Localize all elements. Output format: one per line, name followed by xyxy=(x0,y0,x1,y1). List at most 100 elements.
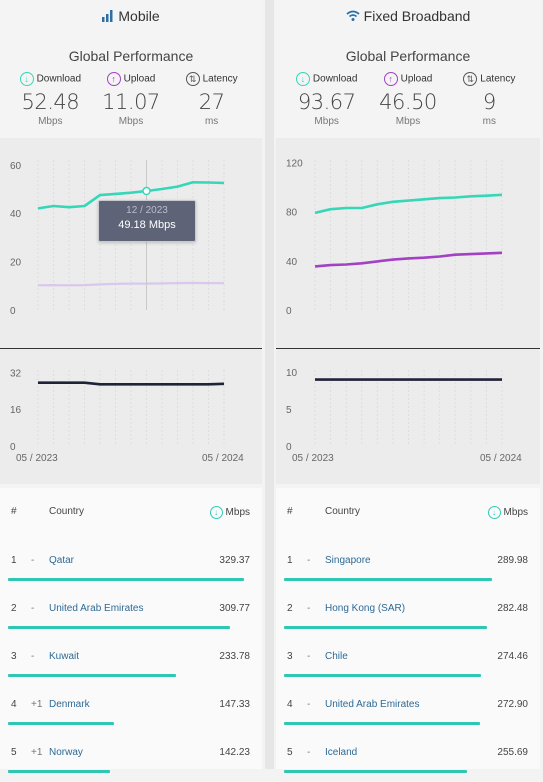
row-country-link[interactable]: Kuwait xyxy=(49,651,80,662)
y-tick-label: 5 xyxy=(286,405,292,416)
latency-value: 9 xyxy=(482,90,496,114)
broadband-latency-metric[interactable]: ⇅ Latency 9 ms xyxy=(449,72,529,134)
speed-header-label: Mbps xyxy=(503,507,528,519)
table-row[interactable]: 1 - Qatar 329.37 xyxy=(0,542,262,590)
broadband-speed-chart[interactable]: 0 40 80 120 xyxy=(276,138,540,348)
series-line-latency[interactable] xyxy=(38,381,225,386)
table-row[interactable]: 1 - Singapore 289.98 xyxy=(276,542,540,590)
row-rank: 4 xyxy=(287,699,293,710)
row-speed: 142.23 xyxy=(219,747,250,758)
series-line-upload[interactable] xyxy=(314,251,503,268)
download-arrow-icon: ↓ xyxy=(209,506,223,519)
x-end-label: 05 / 2024 xyxy=(480,453,522,464)
upload-label: Upload xyxy=(400,73,433,85)
row-speed: 255.69 xyxy=(497,747,528,758)
x-start-label: 05 / 2023 xyxy=(292,453,334,464)
download-unit: Mbps xyxy=(38,116,63,127)
table-row[interactable]: 2 - United Arab Emirates 309.77 xyxy=(0,590,262,638)
row-rank: 2 xyxy=(11,603,17,614)
row-country-link[interactable]: Singapore xyxy=(325,555,371,566)
upload-value: 46.50 xyxy=(379,90,437,114)
x-end-label: 05 / 2024 xyxy=(202,453,244,464)
row-speed: 147.33 xyxy=(219,699,250,710)
row-rank-change: - xyxy=(31,603,35,614)
row-speed: 274.46 xyxy=(497,651,528,662)
mobile-metrics: ↓ Download 52.48 Mbps ↑ Upload 11.07 Mbps … xyxy=(10,72,252,134)
wifi-icon xyxy=(346,9,360,25)
hover-point[interactable] xyxy=(142,186,151,196)
table-row[interactable]: 5 +1 Norway 142.23 xyxy=(0,734,262,782)
row-country-link[interactable]: Denmark xyxy=(49,699,90,710)
mobile-download-metric[interactable]: ↓ Download 52.48 Mbps xyxy=(10,72,90,134)
row-speed-bar xyxy=(284,578,492,581)
latency-value: 27 xyxy=(198,90,225,114)
broadband-latency-chart[interactable]: 0 5 10 05 / 2023 05 / 2024 xyxy=(276,348,540,484)
row-rank: 4 xyxy=(11,699,17,710)
speed-header[interactable]: ↓ Mbps xyxy=(209,506,250,519)
broadband-download-metric[interactable]: ↓ Download 93.67 Mbps xyxy=(287,72,367,134)
upload-label: Upload xyxy=(123,73,156,85)
row-speed-bar xyxy=(8,722,114,725)
mobile-subtitle: Global Performance xyxy=(68,48,194,64)
row-speed-bar xyxy=(8,578,244,581)
y-tick-label: 120 xyxy=(286,158,303,169)
row-country-link[interactable]: Hong Kong (SAR) xyxy=(325,603,406,614)
y-tick-label: 60 xyxy=(10,161,22,172)
row-rank-change: - xyxy=(307,603,311,614)
row-rank-change: - xyxy=(31,555,35,566)
tooltip-value: 49.18 Mbps xyxy=(118,219,176,231)
row-country-link[interactable]: Norway xyxy=(49,747,83,758)
download-arrow-icon: ↓ xyxy=(487,506,501,519)
series-line-download[interactable] xyxy=(314,193,503,215)
row-country-link[interactable]: Qatar xyxy=(49,555,75,566)
rank-header: # xyxy=(11,506,17,517)
y-tick-label: 0 xyxy=(286,306,292,317)
row-speed: 289.98 xyxy=(497,555,528,566)
broadband-ranking-table: # Country ↓ Mbps 1 - Singapore 289.98 2 - Hong … xyxy=(276,488,540,773)
y-tick-label: 32 xyxy=(10,368,22,379)
row-country-link[interactable]: Iceland xyxy=(325,747,358,758)
mobile-latency-metric[interactable]: ⇅ Latency 27 ms xyxy=(172,72,252,134)
row-speed-bar xyxy=(8,770,110,773)
y-tick-label: 0 xyxy=(286,442,292,453)
row-rank-change: - xyxy=(31,651,35,662)
table-row[interactable]: 2 - Hong Kong (SAR) 282.48 xyxy=(276,590,540,638)
latency-label: Latency xyxy=(480,73,516,85)
row-country-link[interactable]: United Arab Emirates xyxy=(325,699,420,710)
row-speed-bar xyxy=(8,674,176,677)
table-row[interactable]: 4 - United Arab Emirates 272.90 xyxy=(276,686,540,734)
broadband-upload-metric[interactable]: ↑ Upload 46.50 Mbps xyxy=(368,72,448,134)
latency-unit: ms xyxy=(482,116,496,127)
series-line-upload[interactable] xyxy=(37,281,225,287)
row-rank: 5 xyxy=(287,747,293,758)
panel-divider xyxy=(265,0,274,769)
row-speed-bar xyxy=(284,674,481,677)
download-label: Download xyxy=(36,73,82,85)
row-speed: 282.48 xyxy=(497,603,528,614)
row-rank: 5 xyxy=(11,747,17,758)
latency-icon: ⇅ xyxy=(185,72,200,86)
series-line-download[interactable] xyxy=(37,180,225,210)
table-row[interactable]: 5 - Iceland 255.69 xyxy=(276,734,540,782)
speed-header-label: Mbps xyxy=(225,507,250,519)
mobile-latency-chart[interactable]: 0 16 32 05 / 2023 05 / 2024 xyxy=(0,348,262,484)
latency-icon: ⇅ xyxy=(463,72,478,86)
broadband-panel: Fixed Broadband Global Performance ↓ Down… xyxy=(276,0,540,773)
mobile-speed-chart[interactable]: 0 20 40 60 xyxy=(0,138,262,348)
table-row[interactable]: 3 - Chile 274.46 xyxy=(276,638,540,686)
row-country-link[interactable]: United Arab Emirates xyxy=(49,603,144,614)
broadband-subtitle: Global Performance xyxy=(345,48,471,64)
rank-header: # xyxy=(287,506,293,517)
table-row[interactable]: 4 +1 Denmark 147.33 xyxy=(0,686,262,734)
row-speed-bar xyxy=(8,626,230,629)
row-rank: 3 xyxy=(11,651,17,662)
row-country-link[interactable]: Chile xyxy=(325,651,348,662)
mobile-title-label: Mobile xyxy=(118,8,160,24)
row-rank: 3 xyxy=(287,651,293,662)
upload-unit: Mbps xyxy=(395,116,421,127)
mobile-upload-metric[interactable]: ↑ Upload 11.07 Mbps xyxy=(91,72,171,134)
speed-header[interactable]: ↓ Mbps xyxy=(487,506,528,519)
table-row[interactable]: 3 - Kuwait 233.78 xyxy=(0,638,262,686)
row-speed: 329.37 xyxy=(219,555,250,566)
row-rank: 1 xyxy=(287,555,293,566)
